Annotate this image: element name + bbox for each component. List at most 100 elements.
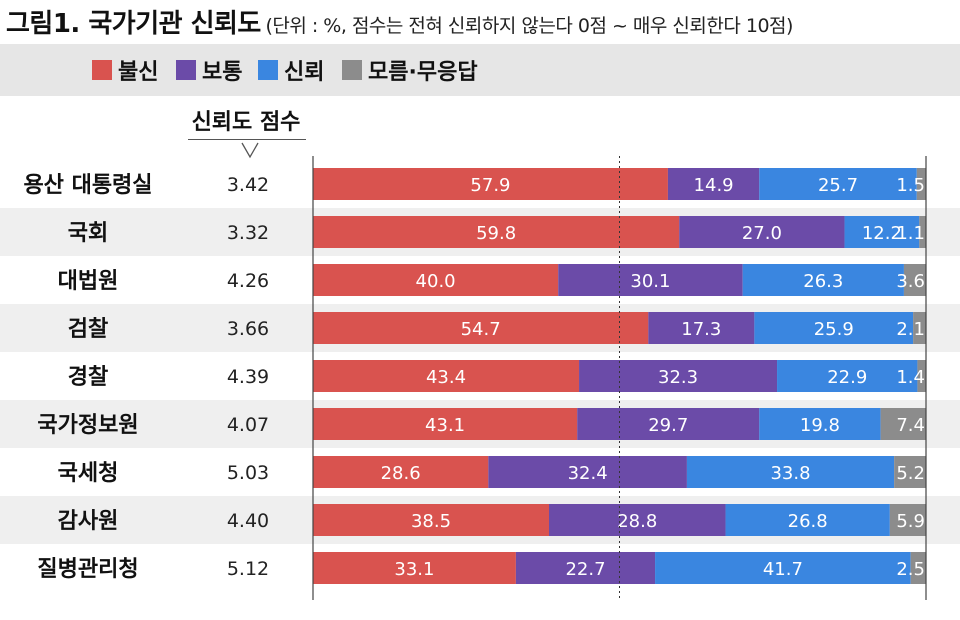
chart-title: 그림1. 국가기관 신뢰도 (단위 : %, 점수는 전혀 신뢰하지 않는다 0… [6, 6, 793, 42]
bar-segment [880, 408, 926, 440]
data-label: 25.9 [814, 319, 854, 340]
data-label: 33.1 [394, 559, 434, 580]
bar-segment [679, 216, 845, 248]
score-value: 4.40 [227, 510, 269, 532]
score-value: 4.07 [227, 414, 269, 436]
score-header-underline [188, 139, 306, 140]
bar-segment [903, 264, 926, 296]
bar-segment [488, 456, 687, 488]
score-value: 3.66 [227, 318, 269, 340]
legend-label: 신뢰 [284, 60, 325, 85]
bar-segment [515, 552, 656, 584]
category-label: 국가정보원 [37, 413, 138, 438]
bar-segment [894, 456, 926, 488]
data-label: 43.1 [425, 415, 465, 436]
bar-segment [558, 264, 743, 296]
bar-segment [313, 456, 489, 488]
data-label: 7.4 [896, 415, 925, 436]
data-label: 19.8 [800, 415, 840, 436]
category-label: 질병관리청 [37, 557, 138, 582]
data-label: 22.7 [565, 559, 605, 580]
data-label: 2.5 [896, 559, 925, 580]
bar-segment [313, 216, 680, 248]
bar-segment [686, 456, 895, 488]
bar-segment [742, 264, 904, 296]
legend-item: 신뢰 [258, 56, 325, 85]
bar-segment [313, 552, 516, 584]
data-label: 38.5 [411, 511, 451, 532]
score-value: 5.03 [227, 462, 269, 484]
bar-segment [648, 312, 755, 344]
bar-segment [655, 552, 911, 584]
score-value: 4.26 [227, 270, 269, 292]
bar-segment [910, 552, 926, 584]
legend-swatch [92, 60, 112, 80]
legend-item: 보통 [176, 56, 242, 85]
bar-segment [889, 504, 926, 536]
chart-title-main: 그림1. 국가기관 신뢰도 [6, 9, 261, 39]
data-label: 3.6 [896, 271, 925, 292]
chart-title-subtitle: (단위 : %, 점수는 전혀 신뢰하지 않는다 0점 ~ 매우 신뢰한다 10… [265, 15, 793, 37]
bar-segment [754, 312, 914, 344]
data-label: 22.9 [827, 367, 867, 388]
score-value: 3.42 [227, 174, 269, 196]
data-label: 54.7 [461, 319, 501, 340]
legend-swatch [176, 60, 196, 80]
bar-segment [917, 360, 926, 392]
data-label: 32.3 [658, 367, 698, 388]
data-label: 32.4 [568, 463, 608, 484]
data-label: 14.9 [694, 175, 734, 196]
bar-segment [844, 216, 920, 248]
data-label: 1.5 [896, 175, 925, 196]
legend-item: 모름·무응답 [342, 56, 478, 85]
category-label: 검찰 [68, 317, 108, 342]
bar-segment [916, 168, 926, 200]
legend-item: 불신 [92, 56, 159, 85]
data-label: 26.8 [788, 511, 828, 532]
score-header-pointer [241, 142, 259, 159]
bar-segment [725, 504, 890, 536]
data-label: 29.7 [648, 415, 688, 436]
score-column-header: 신뢰도 점수 [191, 110, 301, 135]
legend-swatch [258, 60, 278, 80]
data-label: 57.9 [470, 175, 510, 196]
data-label: 40.0 [416, 271, 456, 292]
bar-segment [759, 408, 881, 440]
data-label: 25.7 [818, 175, 858, 196]
legend-label: 불신 [118, 60, 159, 85]
bar-segment [313, 360, 580, 392]
score-value: 3.32 [227, 222, 269, 244]
data-label: 1.4 [896, 367, 925, 388]
category-label: 경찰 [68, 365, 108, 390]
data-label: 1.1 [896, 223, 925, 244]
bar-segment [759, 168, 917, 200]
bar-segment [913, 312, 926, 344]
category-label: 용산 대통령실 [23, 173, 152, 198]
legend-swatch [342, 60, 362, 80]
category-label: 국회 [68, 221, 108, 246]
bar-segment [577, 408, 760, 440]
bar-segment [777, 360, 918, 392]
data-label: 26.3 [803, 271, 843, 292]
bar-segment [313, 312, 649, 344]
score-value: 4.39 [227, 366, 269, 388]
data-label: 2.1 [896, 319, 925, 340]
bar-segment [919, 216, 926, 248]
category-label: 감사원 [58, 509, 119, 534]
data-label: 27.0 [742, 223, 782, 244]
legend-label: 모름·무응답 [368, 60, 478, 85]
legend: 불신 보통 신뢰 모름·무응답 [0, 44, 960, 96]
bar-segment [313, 168, 668, 200]
data-label: 17.3 [681, 319, 721, 340]
data-label: 5.9 [896, 511, 925, 532]
data-label: 41.7 [763, 559, 803, 580]
data-label: 59.8 [476, 223, 516, 244]
data-label: 28.8 [617, 511, 657, 532]
data-label: 33.8 [770, 463, 810, 484]
data-label: 28.6 [381, 463, 421, 484]
bar-segment [313, 264, 559, 296]
data-label: 43.4 [426, 367, 466, 388]
bar-segment [313, 504, 550, 536]
data-label: 30.1 [630, 271, 670, 292]
